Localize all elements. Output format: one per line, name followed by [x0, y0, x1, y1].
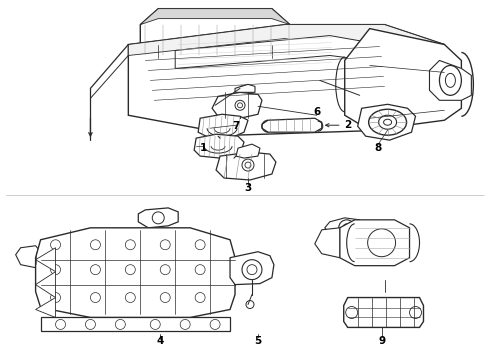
Polygon shape: [36, 248, 55, 272]
Polygon shape: [140, 9, 290, 58]
Polygon shape: [16, 246, 41, 268]
Polygon shape: [358, 104, 416, 140]
Polygon shape: [41, 318, 230, 332]
Polygon shape: [235, 84, 255, 92]
Polygon shape: [216, 152, 276, 180]
Text: 5: 5: [254, 336, 262, 346]
Polygon shape: [128, 24, 444, 135]
Polygon shape: [198, 114, 248, 138]
Polygon shape: [36, 272, 55, 298]
Text: 8: 8: [374, 143, 381, 153]
Polygon shape: [175, 36, 369, 68]
Polygon shape: [212, 92, 262, 118]
Circle shape: [240, 86, 245, 91]
Polygon shape: [262, 118, 322, 132]
Polygon shape: [36, 228, 235, 318]
Polygon shape: [36, 298, 55, 318]
Text: 7: 7: [232, 121, 240, 131]
Polygon shape: [128, 24, 444, 55]
Polygon shape: [236, 144, 260, 158]
Polygon shape: [138, 208, 178, 228]
Polygon shape: [429, 60, 471, 100]
Text: 9: 9: [378, 336, 385, 346]
Polygon shape: [315, 228, 340, 258]
Text: 2: 2: [344, 120, 351, 130]
Polygon shape: [194, 134, 244, 158]
Polygon shape: [340, 220, 410, 266]
Polygon shape: [343, 298, 423, 328]
Text: 3: 3: [245, 183, 252, 193]
Polygon shape: [345, 28, 462, 130]
Text: 1: 1: [199, 143, 207, 153]
Text: 6: 6: [313, 107, 320, 117]
Polygon shape: [325, 218, 365, 238]
Polygon shape: [140, 9, 290, 24]
Text: 4: 4: [156, 336, 164, 346]
Polygon shape: [230, 252, 274, 285]
